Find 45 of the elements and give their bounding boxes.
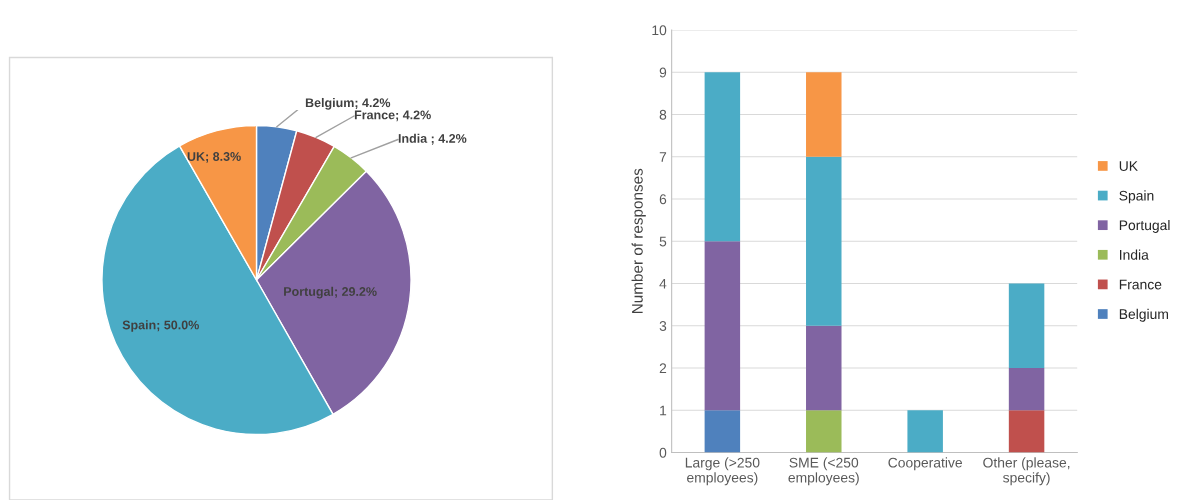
legend-label: Belgium <box>1119 308 1168 322</box>
slice-label: Belgium <box>305 97 354 110</box>
legend-label: France <box>1119 279 1162 290</box>
data-label: ; 29.2% <box>335 287 377 298</box>
bar <box>1008 410 1045 453</box>
y-tick-label: 3 <box>659 321 667 331</box>
bar <box>907 410 943 453</box>
bar <box>704 241 741 411</box>
y-axis-title: Number of responses <box>631 168 646 314</box>
data-label: ; 4.2% <box>431 134 467 145</box>
slice-label: India <box>398 133 428 143</box>
data-label: ; 50.0% <box>157 320 199 332</box>
bar <box>806 72 842 157</box>
legend-label: India <box>1120 249 1149 260</box>
x-tick-label: Cooperative <box>888 457 962 471</box>
legend-label: Spain <box>1119 190 1154 204</box>
data-label: ; 4.2% <box>396 110 431 122</box>
y-tick-label: 4 <box>659 278 667 289</box>
legend-label: UK <box>1119 161 1138 171</box>
data-label: ; 8.3% <box>206 152 241 163</box>
y-tick-label: 5 <box>659 236 667 247</box>
bar <box>1008 283 1045 368</box>
y-tick-label: 0 <box>659 447 667 458</box>
y-tick-label: 2 <box>659 363 667 374</box>
y-tick-label: 7 <box>659 152 667 162</box>
slice-label: France <box>354 110 395 120</box>
bar <box>806 325 842 411</box>
slice-label: UK <box>187 152 205 161</box>
x-tick-label: SME (<250 employees) <box>788 457 859 486</box>
y-tick-label: 9 <box>659 67 667 78</box>
legend-label: Portugal <box>1119 219 1170 233</box>
y-tick-label: 6 <box>659 194 667 205</box>
bar <box>704 72 741 242</box>
x-tick-label: Other (please, specify) <box>983 457 1070 486</box>
data-label: ; 4.2% <box>355 98 391 109</box>
x-tick-label: Large (>250 employees) <box>685 457 760 486</box>
slice-label: Portugal <box>284 286 334 299</box>
bar <box>806 156 842 326</box>
y-tick-label: 1 <box>660 405 667 416</box>
bar <box>704 410 741 453</box>
y-tick-label: 10 <box>652 25 667 36</box>
bar <box>806 410 842 453</box>
bar <box>1008 368 1045 411</box>
slice-label: Spain <box>122 320 156 332</box>
y-tick-label: 8 <box>659 109 667 120</box>
